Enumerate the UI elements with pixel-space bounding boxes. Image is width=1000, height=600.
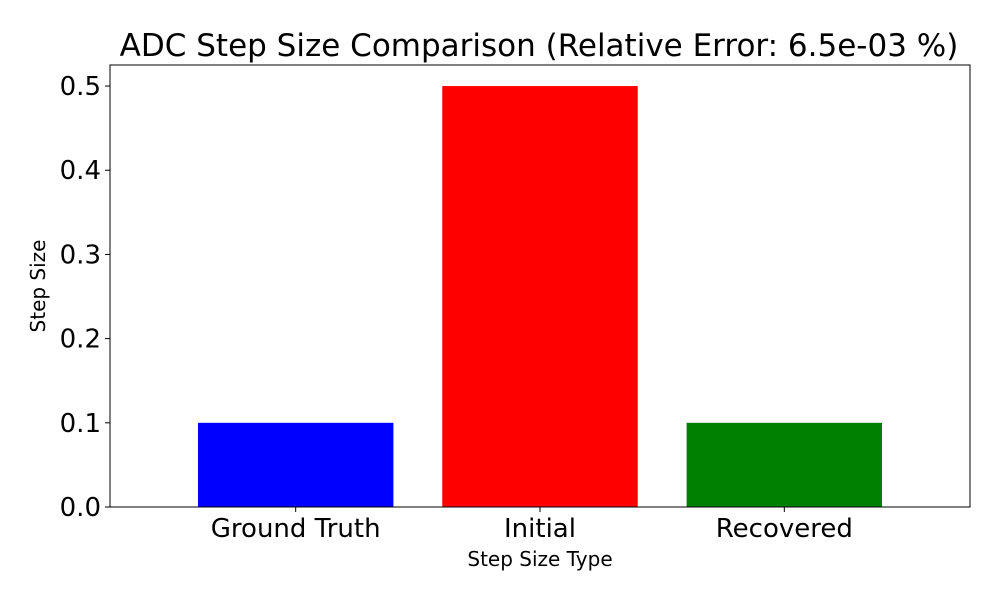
y-tick-label: 0.4 [60,156,101,186]
y-tick-label: 0.1 [60,409,101,439]
y-tick-label: 0.5 [60,72,101,102]
y-axis-ticks: 0.0 0.1 0.2 0.3 0.4 0.5 [60,72,110,523]
bars-group [197,86,883,508]
x-axis-ticks: Ground Truth Initial Recovered [211,507,853,544]
x-axis-label: Step Size Type [467,547,612,571]
y-axis-label: Step Size [26,240,50,333]
bar-ground-truth [197,422,394,507]
x-tick-label: Initial [504,514,576,544]
x-tick-label: Ground Truth [211,514,381,544]
y-tick-label: 0.0 [60,493,101,523]
y-tick-label: 0.2 [60,325,101,355]
bar-initial [442,86,638,508]
y-tick-label: 0.3 [60,240,101,270]
x-tick-label: Recovered [716,514,853,544]
bar-recovered [686,422,883,507]
chart-title: ADC Step Size Comparison (Relative Error… [120,28,959,64]
